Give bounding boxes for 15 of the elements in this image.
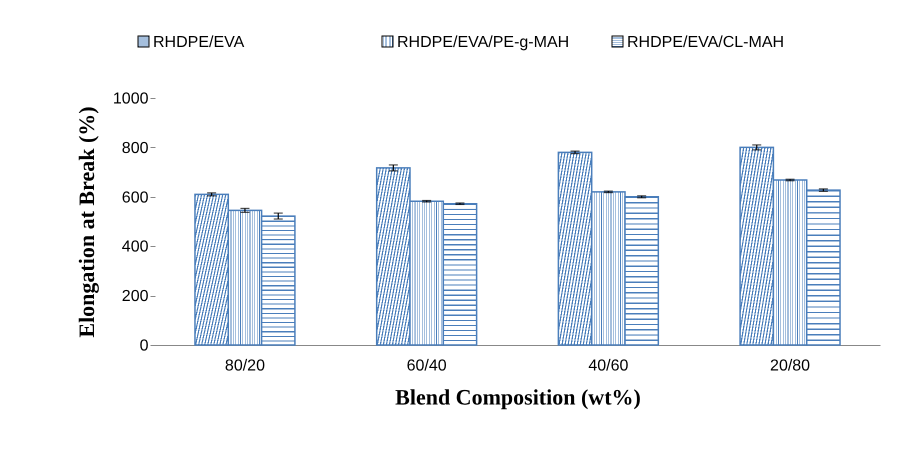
x-tick-label: 40/60 [588, 358, 628, 374]
y-tick-label: 1000 [112, 90, 149, 108]
x-axis-title: Blend Composition (wt%) [395, 384, 641, 410]
legend-label: RHDPE/EVA/CL-MAH [627, 34, 784, 51]
y-tick-label: 400 [122, 238, 149, 256]
y-tick-label: 200 [122, 288, 149, 306]
x-tick-label: 20/80 [770, 358, 810, 374]
y-tick-label: 600 [122, 189, 149, 206]
x-tick-label: 60/40 [406, 358, 447, 374]
legend-label: RHDPE/EVA [153, 34, 245, 51]
y-tick-label: 800 [122, 140, 149, 157]
x-tick-label: 80/20 [224, 358, 266, 374]
y-axis-title: Elongation at Break (%) [74, 106, 99, 338]
legend-label: RHDPE/EVA/PE-g-MAH [397, 34, 570, 51]
y-tick-label: 0 [140, 338, 149, 354]
